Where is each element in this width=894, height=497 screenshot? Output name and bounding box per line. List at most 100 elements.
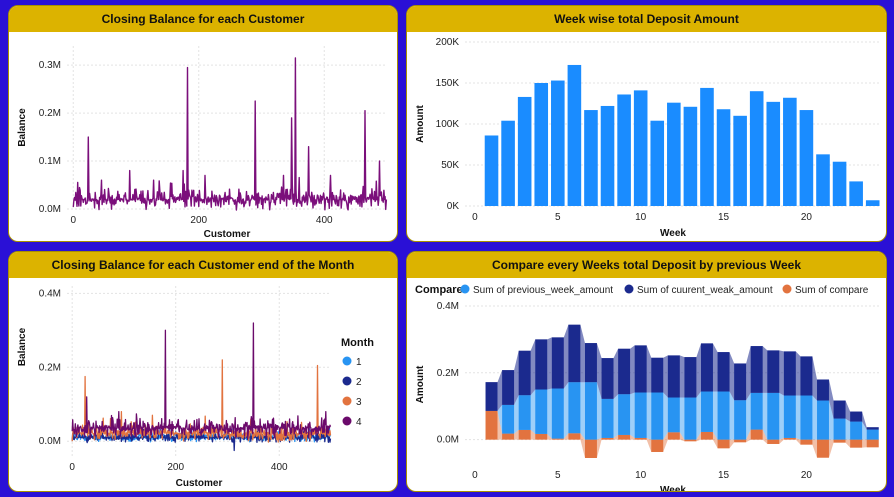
y-axis-label: Amount bbox=[415, 365, 426, 403]
bar-compare-neg-week-13 bbox=[684, 439, 697, 442]
y-tick-label: 0.0M bbox=[39, 204, 61, 215]
y-tick-label: 0.4M bbox=[39, 288, 61, 299]
bar-current-week-8 bbox=[601, 358, 614, 399]
y-tick-label: 0.2M bbox=[39, 108, 61, 119]
x-axis-label: Customer bbox=[176, 478, 223, 489]
bar-previous-week-21 bbox=[817, 400, 829, 440]
bar-week-2 bbox=[501, 120, 515, 206]
bar-compare-neg-week-7 bbox=[584, 439, 597, 458]
bar-previous-week-24 bbox=[866, 429, 879, 440]
bar-previous-week-17 bbox=[750, 392, 763, 430]
chart-title: Week wise total Deposit Amount bbox=[407, 6, 886, 32]
series-line-balance bbox=[72, 57, 388, 211]
bar-compare-week-10 bbox=[634, 437, 647, 440]
bar-compare-neg-week-22 bbox=[833, 439, 846, 443]
bar-current-week-24 bbox=[866, 427, 879, 430]
legend-entry: Sum of previous_week_amount bbox=[473, 285, 613, 296]
x-tick-label: 0 bbox=[472, 212, 478, 223]
x-tick-label: 400 bbox=[271, 462, 288, 473]
bar-week-5 bbox=[551, 80, 565, 206]
y-tick-label: 0.2M bbox=[437, 368, 459, 379]
chart-title: Closing Balance for each Customer end of… bbox=[9, 252, 397, 278]
y-tick-label: 0.0M bbox=[39, 436, 61, 447]
bar-previous-week-9 bbox=[618, 394, 631, 435]
bar-previous-week-22 bbox=[833, 418, 846, 440]
bar-compare-neg-week-24 bbox=[866, 439, 879, 448]
bar-current-week-9 bbox=[618, 348, 631, 395]
bar-compare-neg-week-16 bbox=[734, 439, 747, 443]
bar-previous-week-19 bbox=[783, 395, 796, 438]
bar-week-21 bbox=[816, 154, 830, 206]
bar-current-week-18 bbox=[767, 350, 780, 393]
bar-compare-week-4 bbox=[535, 433, 548, 440]
bar-week-1 bbox=[484, 135, 499, 206]
bar-week-19 bbox=[783, 97, 797, 206]
bar-current-week-5 bbox=[551, 337, 564, 389]
y-tick-label: 0.4M bbox=[437, 301, 459, 312]
bar-previous-week-16 bbox=[734, 400, 747, 440]
bar-week-17 bbox=[749, 91, 764, 206]
bar-current-week-19 bbox=[783, 351, 796, 396]
bar-current-week-4 bbox=[535, 339, 548, 390]
bar-current-week-3 bbox=[518, 350, 531, 396]
bar-current-week-1 bbox=[485, 382, 498, 411]
bar-week-3 bbox=[517, 96, 532, 206]
y-tick-label: 0.1M bbox=[39, 156, 61, 167]
bar-previous-week-11 bbox=[651, 392, 664, 440]
bar-previous-week-10 bbox=[634, 392, 647, 438]
bar-week-8 bbox=[600, 105, 615, 206]
bar-week-7 bbox=[584, 110, 598, 206]
bar-current-week-13 bbox=[684, 357, 697, 398]
week-deposit-bar-chart: 0K 50K 100K 150K 200K 0 5 10 15 20 Week Amount bbox=[415, 37, 881, 239]
ribbon-compare-negative bbox=[485, 439, 879, 458]
y-tick-label: 0K bbox=[447, 201, 460, 212]
x-axis-label: Customer bbox=[204, 229, 251, 240]
bar-week-11 bbox=[650, 120, 665, 206]
bar-current-week-17 bbox=[750, 346, 763, 393]
bar-compare-week-17 bbox=[750, 429, 763, 440]
chart-title: Closing Balance for each Customer bbox=[9, 6, 397, 32]
bar-current-week-23 bbox=[850, 411, 863, 422]
x-tick-label: 0 bbox=[70, 215, 76, 226]
legend-entry: Sum of cuurent_weak_amount bbox=[637, 285, 773, 296]
legend-title: Month bbox=[341, 337, 374, 349]
bar-compare-neg-week-11 bbox=[651, 439, 664, 452]
y-tick-label: 50K bbox=[441, 160, 459, 171]
legend-title: Compare bbox=[415, 284, 463, 296]
bar-current-week-2 bbox=[502, 370, 515, 405]
bar-compare-neg-week-15 bbox=[717, 439, 730, 449]
panel-closing-balance: Closing Balance for each Customer 0.0M 0.… bbox=[8, 5, 398, 242]
x-tick-label: 15 bbox=[718, 470, 730, 481]
y-tick-label: 0.3M bbox=[39, 60, 61, 71]
bar-week-20 bbox=[799, 110, 814, 206]
bar-current-week-21 bbox=[817, 379, 829, 401]
x-tick-label: 10 bbox=[635, 470, 647, 481]
y-tick-label: 100K bbox=[436, 119, 460, 130]
bar-compare-week-19 bbox=[783, 437, 796, 440]
panel-week-deposit: Week wise total Deposit Amount 0K 50K 100K… bbox=[406, 5, 887, 242]
legend-entry: 4 bbox=[356, 417, 362, 428]
bar-compare-week-3 bbox=[518, 429, 531, 440]
legend-marker bbox=[342, 356, 352, 366]
x-tick-label: 400 bbox=[316, 215, 333, 226]
bar-compare-week-14 bbox=[701, 431, 713, 440]
bar-compare-week-5 bbox=[551, 438, 564, 440]
panel-compare-weeks: Compare every Weeks total Deposit by pre… bbox=[406, 251, 887, 492]
legend-marker bbox=[342, 416, 352, 426]
chart-title: Compare every Weeks total Deposit by pre… bbox=[407, 252, 886, 278]
x-tick-label: 200 bbox=[167, 462, 184, 473]
closing-balance-month-line-chart: 0.0M 0.2M 0.4M 0 200 400 Customer Balance Month 1… bbox=[17, 286, 374, 489]
bar-current-week-16 bbox=[734, 363, 747, 401]
x-tick-label: 0 bbox=[472, 470, 478, 481]
bar-compare-week-9 bbox=[618, 434, 631, 440]
x-tick-label: 10 bbox=[635, 212, 647, 223]
bar-current-week-6 bbox=[568, 324, 581, 383]
legend-marker bbox=[460, 284, 470, 294]
bar-week-4 bbox=[534, 83, 549, 206]
bar-week-15 bbox=[716, 109, 731, 206]
bar-previous-week-20 bbox=[800, 395, 813, 440]
bar-previous-week-5 bbox=[551, 388, 564, 439]
x-axis-label: Week bbox=[660, 228, 686, 239]
x-tick-label: 5 bbox=[555, 470, 561, 481]
bar-compare-neg-week-20 bbox=[800, 439, 813, 445]
